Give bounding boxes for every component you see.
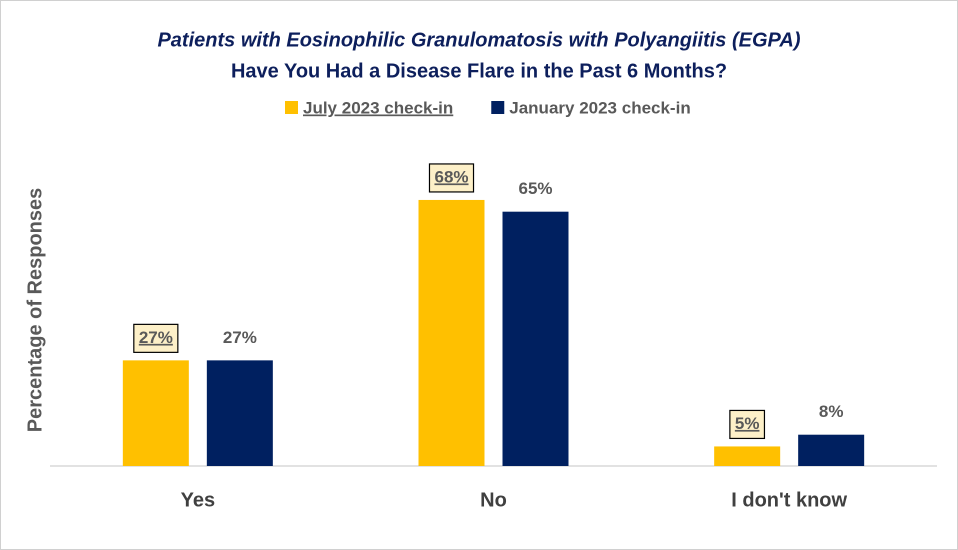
value-label-box <box>133 323 179 353</box>
y-axis-label: Percentage of Responses <box>24 188 46 433</box>
value-label: 27% <box>223 328 257 347</box>
legend-swatch <box>285 101 298 114</box>
value-label-box <box>428 163 475 193</box>
value-label: 68% <box>434 167 468 186</box>
value-label: 65% <box>518 179 552 198</box>
legend-swatch <box>491 101 505 114</box>
legend-label: July 2023 check-in <box>303 98 453 117</box>
chart-title: Patients with Eosinophilic Granulomatosi… <box>157 29 800 51</box>
bar <box>418 199 485 466</box>
bar <box>206 360 273 466</box>
value-label: 8% <box>819 402 844 421</box>
chart-subtitle: Have You Had a Disease Flare in the Past… <box>231 60 727 82</box>
value-label: 5% <box>735 414 760 433</box>
x-tick-label: No <box>480 489 507 511</box>
value-label-box <box>729 409 766 440</box>
bar <box>502 211 569 466</box>
value-label: 27% <box>139 328 173 347</box>
bar <box>798 434 865 466</box>
x-tick-label: Yes <box>181 489 215 511</box>
bar <box>714 446 781 466</box>
x-tick-label: I don't know <box>731 489 847 511</box>
legend-label: January 2023 check-in <box>509 98 690 117</box>
bar <box>122 360 189 466</box>
